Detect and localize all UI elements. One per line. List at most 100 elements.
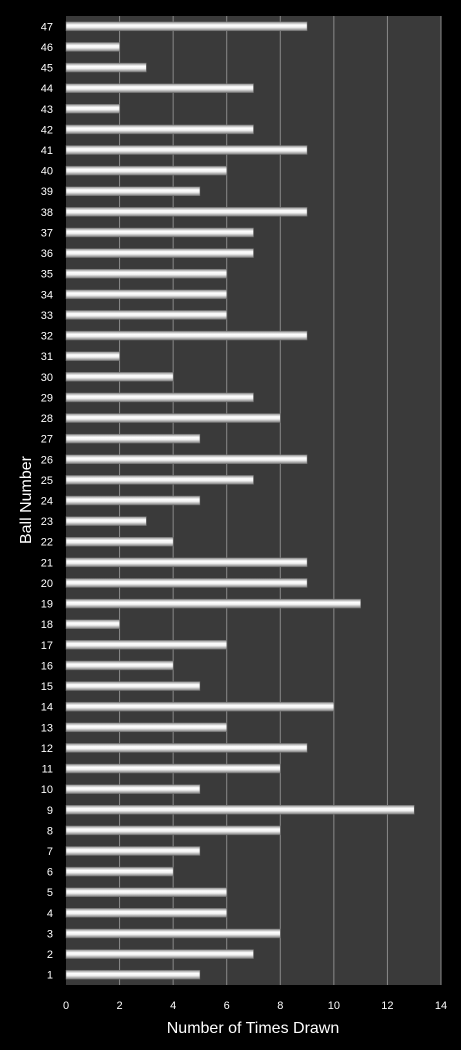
y-tick-label: 3 — [47, 928, 53, 940]
y-tick-label: 18 — [41, 619, 53, 631]
bar — [65, 578, 308, 588]
bar — [65, 289, 227, 300]
y-tick-label: 16 — [41, 660, 53, 672]
y-tick-label: 25 — [41, 475, 53, 487]
bar — [65, 475, 254, 485]
bar — [65, 124, 254, 135]
bar — [65, 866, 174, 877]
y-tick-label: 36 — [41, 248, 53, 260]
bar — [65, 887, 227, 897]
y-tick-label: 19 — [41, 599, 53, 611]
y-tick-label: 40 — [41, 166, 53, 178]
bar — [65, 207, 308, 217]
bar — [65, 536, 174, 547]
y-tick-label: 33 — [41, 310, 53, 322]
x-tick-label: 6 — [224, 1000, 230, 1012]
y-tick-label: 15 — [41, 681, 53, 693]
y-tick-label: 37 — [41, 227, 53, 239]
bar — [65, 413, 281, 423]
y-tick-label: 35 — [41, 269, 53, 281]
x-tick-label: 2 — [117, 1000, 123, 1012]
bar — [65, 104, 120, 114]
y-tick-label: 47 — [41, 21, 53, 33]
y-axis-title: Ball Number — [18, 455, 35, 544]
y-tick-label: 5 — [47, 887, 53, 899]
bar — [65, 392, 254, 403]
y-tick-label: 13 — [41, 722, 53, 734]
y-tick-label: 12 — [41, 743, 53, 755]
y-tick-label: 38 — [41, 207, 53, 219]
x-tick-label: 0 — [63, 1000, 69, 1012]
y-tick-label: 26 — [41, 454, 53, 466]
y-tick-label: 8 — [47, 825, 53, 837]
x-axis-title: Number of Times Drawn — [167, 1020, 340, 1037]
bar — [65, 701, 335, 712]
bars — [65, 21, 415, 980]
bar — [65, 62, 147, 73]
y-tick-label: 39 — [41, 186, 53, 198]
bar — [65, 351, 120, 361]
y-tick-label: 23 — [41, 516, 53, 528]
y-tick-label: 10 — [41, 784, 53, 796]
y-tick-labels: 1234567891011121314151617181920212223242… — [41, 21, 53, 981]
bar — [65, 248, 254, 258]
x-tick-labels: 0 2 4 6 8 10 12 14 — [63, 1000, 447, 1012]
bar — [65, 268, 227, 279]
bar — [65, 846, 201, 856]
bar — [65, 805, 415, 815]
bar — [65, 495, 201, 506]
bar — [65, 310, 227, 320]
y-tick-label: 11 — [42, 764, 53, 776]
bar — [65, 516, 147, 526]
bar — [65, 681, 201, 691]
x-tick-label: 14 — [435, 1000, 447, 1012]
bar — [65, 145, 308, 155]
bar — [65, 598, 361, 609]
bar — [65, 763, 281, 774]
y-tick-label: 27 — [41, 434, 53, 446]
bar — [65, 722, 227, 733]
bar — [65, 908, 227, 918]
bar — [65, 660, 174, 671]
bar — [65, 227, 254, 238]
y-tick-label: 2 — [47, 949, 53, 961]
bar — [65, 825, 281, 836]
y-tick-label: 43 — [41, 104, 53, 116]
bar — [65, 330, 308, 341]
y-tick-label: 14 — [41, 702, 53, 714]
y-tick-label: 20 — [41, 578, 53, 590]
y-tick-label: 7 — [47, 846, 53, 858]
y-tick-label: 28 — [41, 413, 53, 425]
y-tick-label: 31 — [41, 351, 53, 363]
bar — [65, 186, 201, 196]
y-tick-label: 30 — [41, 372, 53, 384]
bar — [65, 21, 308, 32]
y-tick-label: 45 — [41, 63, 53, 75]
bar — [65, 640, 227, 650]
y-tick-label: 24 — [41, 496, 53, 508]
y-tick-label: 44 — [41, 83, 53, 95]
y-tick-label: 21 — [41, 557, 53, 569]
bar — [65, 433, 201, 444]
bar — [65, 454, 308, 465]
y-tick-label: 34 — [41, 289, 53, 301]
y-tick-label: 41 — [41, 145, 53, 157]
bar — [65, 42, 120, 52]
bar — [65, 784, 201, 794]
y-tick-label: 32 — [41, 331, 53, 343]
bar — [65, 557, 308, 568]
x-tick-label: 10 — [328, 1000, 340, 1012]
y-tick-label: 42 — [41, 124, 53, 136]
y-tick-label: 4 — [47, 908, 53, 920]
bar — [65, 372, 174, 382]
bar — [65, 969, 201, 980]
x-tick-label: 8 — [277, 1000, 283, 1012]
y-tick-label: 46 — [41, 42, 53, 54]
bar — [65, 165, 227, 176]
x-tick-label: 4 — [170, 1000, 176, 1012]
bar — [65, 83, 254, 93]
bar — [65, 949, 254, 959]
y-tick-label: 29 — [41, 392, 53, 404]
bar — [65, 743, 308, 753]
